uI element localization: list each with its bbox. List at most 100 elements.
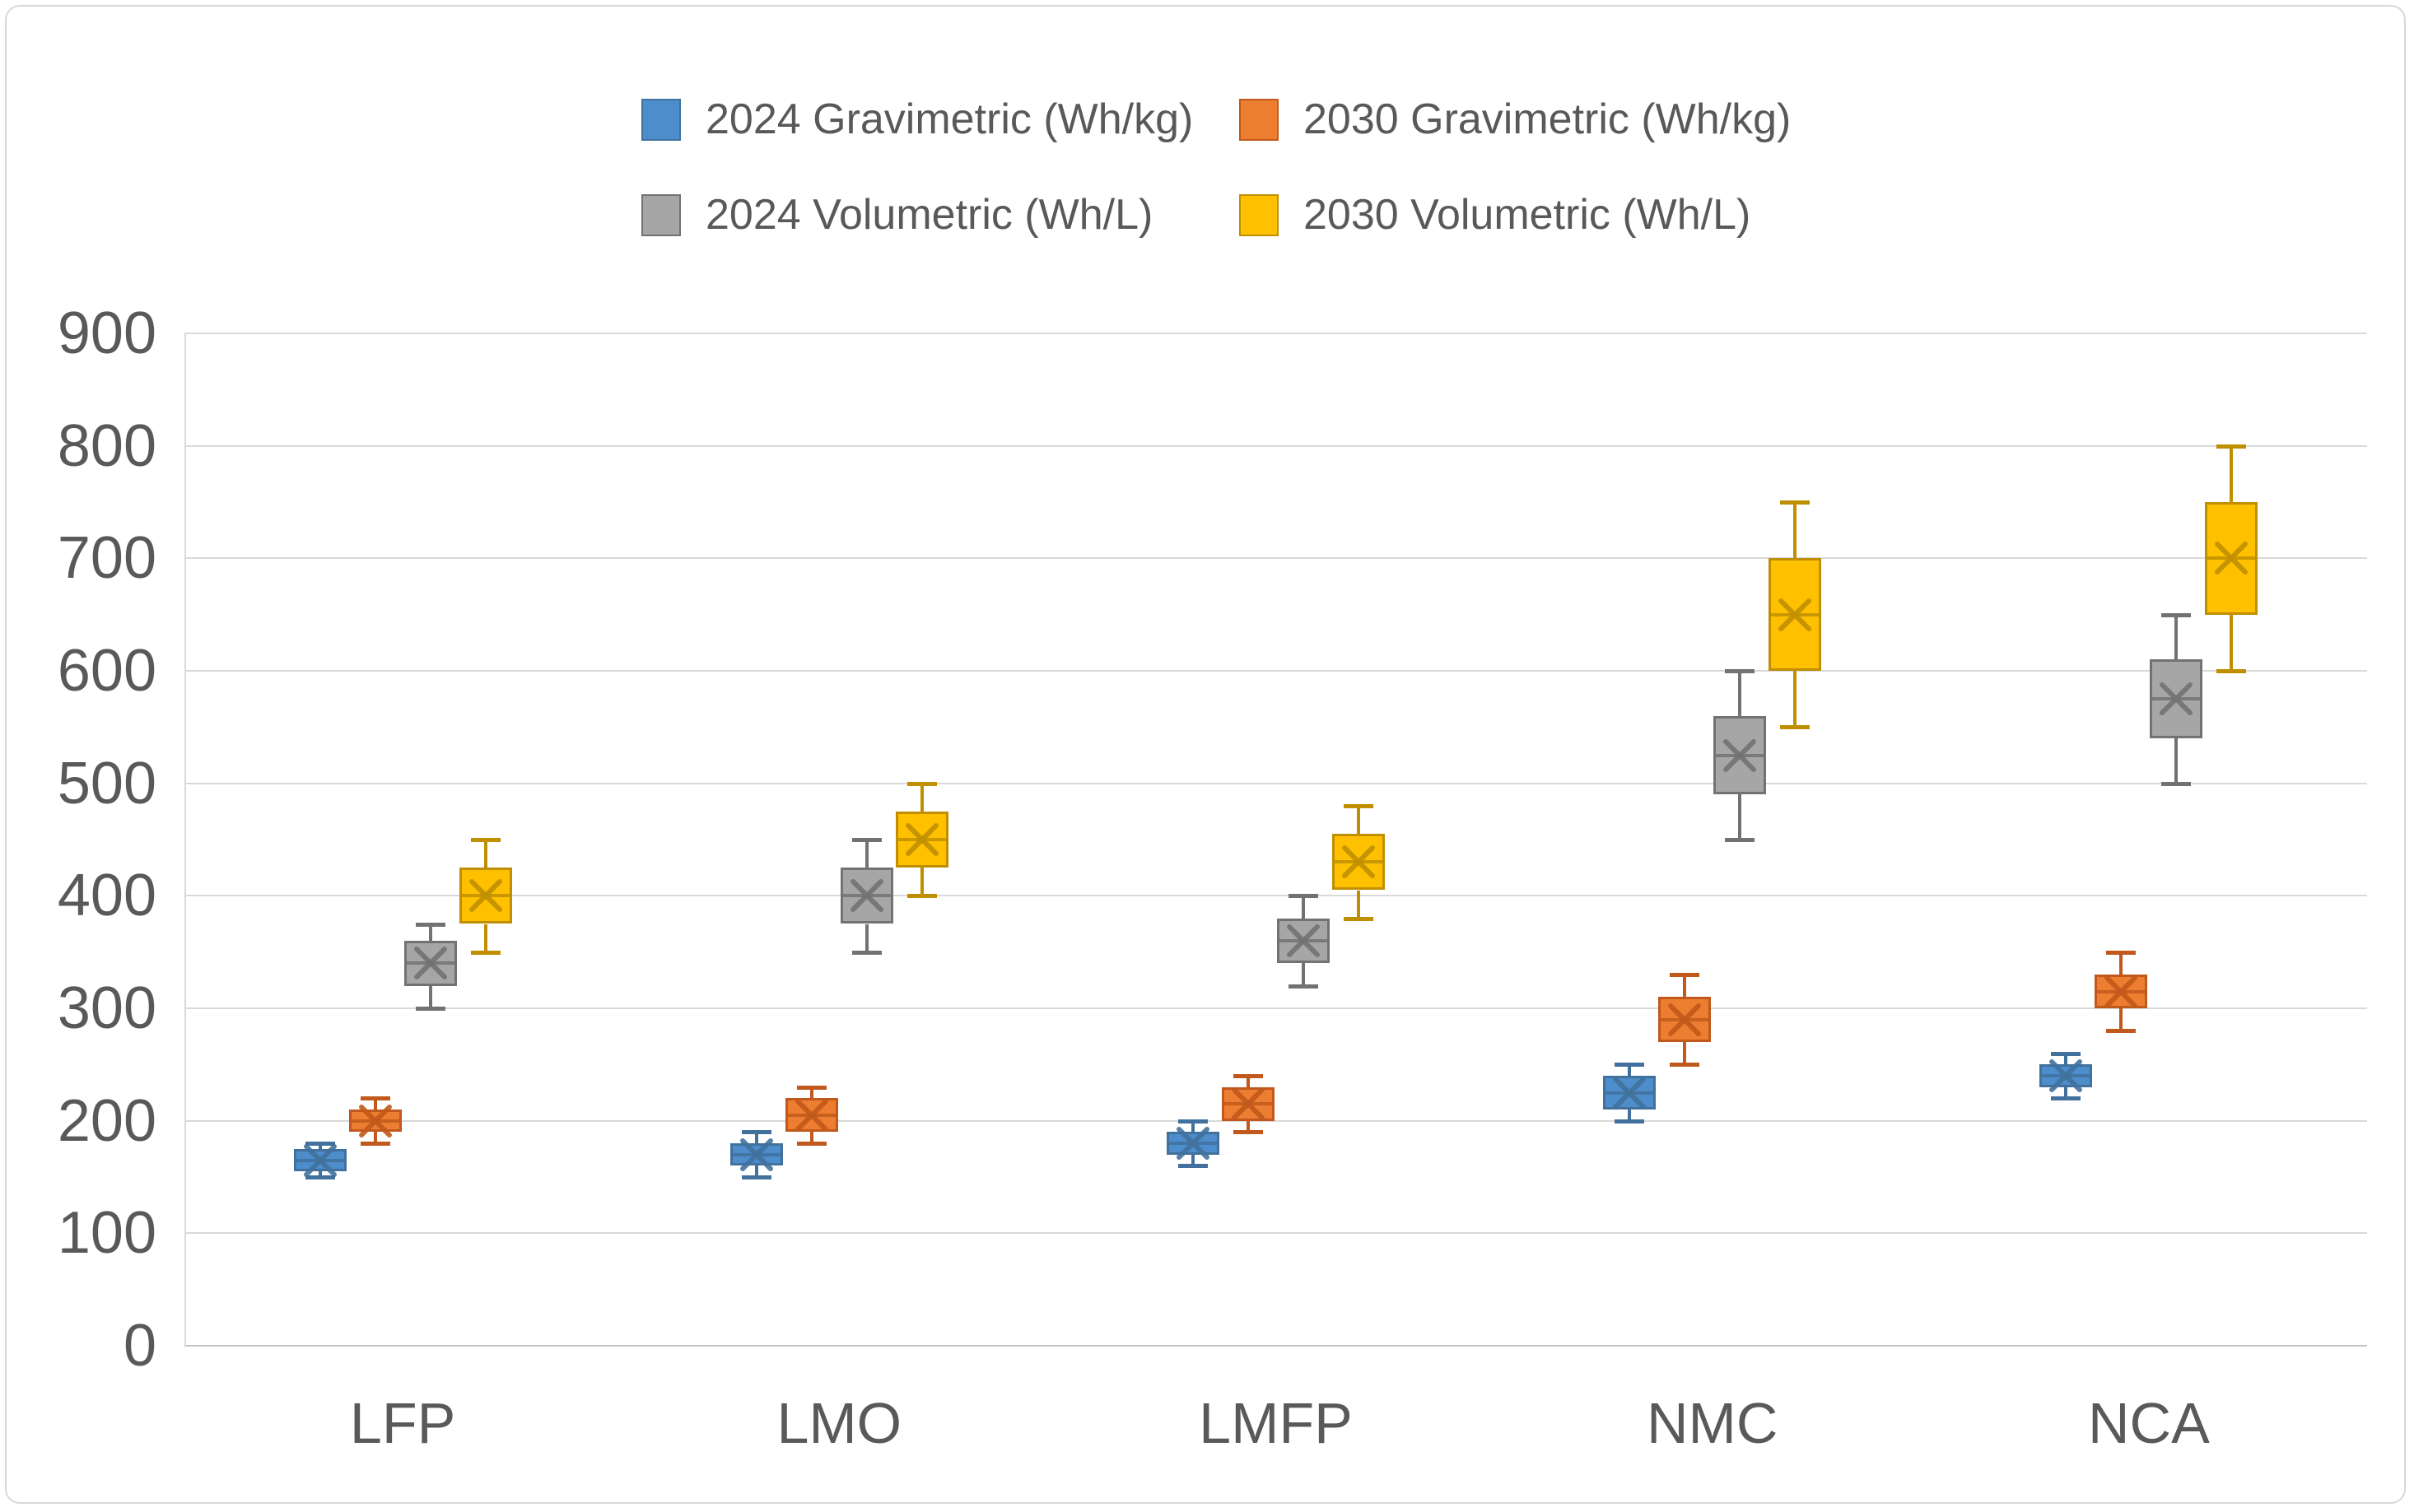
- whisker-lower-2024-LMFP: [1191, 1154, 1195, 1166]
- mean-x-marker-2030-LFP: [353, 1099, 398, 1143]
- whisker-upper-2030-LMO: [920, 783, 924, 812]
- whisker-upper-2024-LMO: [754, 1132, 758, 1143]
- whisker-upper-2030-LMFP: [1247, 1076, 1250, 1087]
- mean-x-marker-2030-NCA: [2209, 536, 2253, 580]
- plot-left-border: [184, 333, 186, 1346]
- whisker-upper-2024-LMO: [864, 840, 869, 868]
- whisker-cap-max-2030-LFP: [470, 838, 501, 842]
- whisker-cap-max-2030-LMO: [796, 1085, 827, 1090]
- y-axis-tick-label: 0: [123, 1313, 156, 1379]
- whisker-lower-2030-LMO: [809, 1132, 813, 1143]
- x-axis-label-NCA: NCA: [2087, 1391, 2210, 1455]
- mean-x-marker-2030-LMO: [790, 1093, 834, 1137]
- whisker-lower-2024-LMO: [864, 923, 869, 952]
- whisker-cap-max-2024-NMC: [1725, 669, 1755, 673]
- y-axis-tick-label: 600: [57, 638, 156, 704]
- x-axis-label-LFP: LFP: [349, 1391, 456, 1455]
- gridline-100: [184, 1232, 2367, 1235]
- whisker-cap-min-2030-LFP: [470, 950, 501, 955]
- whisker-cap-max-2030-NMC: [1670, 973, 1700, 977]
- whisker-lower-2030-NCA: [2230, 614, 2234, 671]
- whisker-upper-2030-NMC: [1683, 975, 1687, 998]
- whisker-upper-2030-LMFP: [1357, 806, 1360, 835]
- whisker-cap-max-2030-LMFP: [1233, 1074, 1263, 1078]
- whisker-lower-2024-NMC: [1738, 794, 1742, 840]
- mean-x-marker-2030-LMFP: [1226, 1082, 1270, 1126]
- gridline-300: [184, 1007, 2367, 1009]
- whisker-upper-2030-NMC: [1793, 502, 1797, 559]
- whisker-upper-2024-NMC: [1628, 1064, 1632, 1076]
- whisker-lower-2024-NMC: [1628, 1110, 1632, 1121]
- mean-x-marker-2024-LMO: [734, 1133, 779, 1177]
- legend-swatch-2024-gravimetric: [641, 98, 681, 141]
- legend-swatch-2024-volumetric: [641, 193, 681, 236]
- y-axis-tick-label: 900: [57, 300, 156, 366]
- gridline-0: [184, 1345, 2367, 1347]
- whisker-cap-min-2024-LMO: [851, 950, 882, 955]
- whisker-cap-max-2024-NMC: [1615, 1063, 1645, 1068]
- whisker-cap-max-2030-LMFP: [1344, 804, 1373, 808]
- whisker-cap-min-2030-LMFP: [1344, 916, 1373, 921]
- legend-swatch-2030-gravimetric: [1239, 98, 1279, 141]
- mean-x-marker-2024-NCA: [2154, 677, 2198, 721]
- whisker-lower-2030-LMO: [920, 868, 924, 896]
- whisker-lower-2030-NCA: [2119, 1008, 2123, 1031]
- legend-swatch-2030-volumetric: [1239, 193, 1279, 236]
- y-axis-tick-label: 400: [57, 863, 156, 929]
- legend-label: 2024 Gravimetric (Wh/kg): [706, 95, 1194, 143]
- gridline-200: [184, 1119, 2367, 1122]
- whisker-cap-min-2030-LMFP: [1233, 1130, 1263, 1135]
- legend-label: 2030 Volumetric (Wh/L): [1303, 191, 1751, 239]
- whisker-cap-max-2024-LFP: [415, 922, 445, 927]
- legend-item-2030-gravimetric: 2030 Gravimetric (Wh/kg): [1239, 96, 1791, 142]
- legend-item-2030-volumetric: 2030 Volumetric (Wh/L): [1239, 192, 1750, 238]
- whisker-upper-2024-NCA: [2174, 614, 2179, 660]
- whisker-cap-min-2024-LMFP: [1178, 1164, 1208, 1169]
- whisker-lower-2030-LFP: [373, 1132, 377, 1143]
- mean-x-marker-2024-NMC: [1717, 733, 1762, 778]
- gridline-600: [184, 670, 2367, 672]
- whisker-cap-min-2030-NMC: [1670, 1063, 1700, 1068]
- whisker-lower-2030-NMC: [1683, 1042, 1687, 1065]
- whisker-upper-2030-LMO: [809, 1086, 813, 1099]
- whisker-lower-2030-LMFP: [1357, 890, 1360, 919]
- whisker-cap-min-2030-NCA: [2106, 1029, 2137, 1034]
- whisker-lower-2030-LFP: [483, 923, 487, 952]
- whisker-upper-2024-LFP: [428, 923, 432, 941]
- whisker-cap-min-2024-LMFP: [1289, 984, 1318, 989]
- mean-x-marker-2030-LMO: [900, 817, 944, 862]
- whisker-lower-2024-LFP: [428, 985, 432, 1008]
- mean-x-marker-2030-NCA: [2099, 970, 2143, 1014]
- gridline-500: [184, 782, 2367, 784]
- legend-label: 2024 Volumetric (Wh/L): [706, 191, 1153, 239]
- legend-item-2024-volumetric: 2024 Volumetric (Wh/L): [641, 192, 1153, 238]
- whisker-lower-2024-NCA: [2174, 738, 2179, 784]
- mean-x-marker-2024-NMC: [1607, 1071, 1652, 1115]
- whisker-cap-min-2030-LFP: [360, 1142, 390, 1146]
- y-axis-tick-label: 800: [57, 412, 156, 479]
- whisker-cap-max-2030-NCA: [2216, 444, 2247, 449]
- whisker-cap-max-2024-NCA: [2051, 1051, 2081, 1056]
- whisker-lower-2030-NMC: [1793, 671, 1797, 728]
- whisker-cap-min-2024-NMC: [1725, 838, 1755, 842]
- whisker-upper-2024-LMFP: [1302, 896, 1305, 919]
- whisker-cap-max-2024-NCA: [2161, 612, 2192, 617]
- whisker-cap-max-2030-NCA: [2106, 950, 2137, 955]
- whisker-cap-min-2024-LFP: [305, 1175, 335, 1179]
- x-axis-label-LMFP: LMFP: [1199, 1391, 1353, 1455]
- whisker-upper-2024-LFP: [318, 1143, 322, 1149]
- mean-x-marker-2024-LMO: [845, 873, 889, 918]
- whisker-cap-min-2024-NCA: [2051, 1096, 2081, 1101]
- whisker-cap-min-2024-LFP: [415, 1007, 445, 1011]
- y-axis-tick-label: 500: [57, 750, 156, 816]
- whisker-cap-max-2030-LFP: [360, 1096, 390, 1101]
- whisker-upper-2024-NMC: [1738, 671, 1742, 716]
- whisker-cap-max-2024-LMO: [851, 838, 882, 842]
- gridline-900: [184, 333, 2367, 334]
- whisker-cap-max-2024-LMO: [741, 1130, 771, 1135]
- whisker-cap-min-2024-LMO: [741, 1175, 771, 1179]
- whisker-cap-max-2024-LMFP: [1178, 1119, 1208, 1124]
- mean-x-marker-2024-LFP: [298, 1138, 343, 1183]
- mean-x-marker-2030-LMFP: [1336, 840, 1381, 884]
